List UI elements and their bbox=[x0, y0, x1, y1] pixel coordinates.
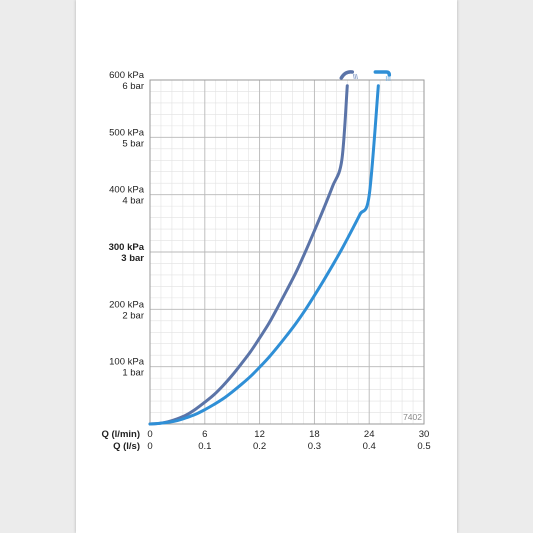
x-tick-label-lmin: 24 bbox=[364, 429, 375, 440]
water-spray bbox=[356, 73, 358, 80]
x-tick-label-ls: 0.5 bbox=[417, 441, 430, 452]
y-tick-label-bar: 2 bar bbox=[122, 310, 144, 321]
x-tick-label-lmin: 0 bbox=[147, 429, 152, 440]
y-tick-label-bar: 1 bar bbox=[122, 368, 144, 379]
water-spray bbox=[354, 73, 357, 80]
x-axis-label-lmin: Q (l/min) bbox=[101, 429, 140, 440]
x-tick-label-ls: 0.4 bbox=[363, 441, 376, 452]
x-tick-label-lmin: 18 bbox=[309, 429, 320, 440]
x-tick-label-ls: 0 bbox=[147, 441, 152, 452]
y-tick-label-bar: 3 bar bbox=[121, 253, 144, 264]
water-spray bbox=[352, 73, 355, 80]
major-grid bbox=[150, 80, 424, 424]
x-tick-label-ls: 0.1 bbox=[198, 441, 211, 452]
y-tick-label-kpa: 500 kPa bbox=[109, 127, 145, 138]
x-tick-label-ls: 0.3 bbox=[308, 441, 321, 452]
chart-sheet: 600 kPa 6 bar 500 kPa 5 bar 400 kPa 4 bar 300 … bbox=[76, 0, 457, 533]
y-tick-label-kpa: 400 kPa bbox=[109, 185, 145, 196]
x-axis-label-ls: Q (l/s) bbox=[113, 441, 140, 452]
product-code: 7402 bbox=[403, 412, 422, 422]
series-line-1 bbox=[148, 84, 349, 426]
plot-frame bbox=[149, 79, 425, 425]
single-hand-shower-icon bbox=[339, 70, 358, 80]
y-tick-label-kpa: 100 kPa bbox=[109, 357, 145, 368]
triple-spray-shower-icon bbox=[373, 70, 392, 81]
x-tick-label-lmin: 6 bbox=[202, 429, 207, 440]
y-tick-label-bar: 4 bar bbox=[122, 196, 144, 207]
y-tick-label-kpa: 600 kPa bbox=[109, 70, 145, 81]
shower-head-shape bbox=[339, 70, 355, 80]
y-tick-label-kpa: 200 kPa bbox=[109, 299, 145, 310]
y-tick-label-kpa: 300 kPa bbox=[109, 242, 145, 253]
y-tick-label-bar: 5 bar bbox=[122, 138, 144, 149]
x-tick-label-lmin: 12 bbox=[254, 429, 265, 440]
y-tick-label-bar: 6 bar bbox=[122, 81, 144, 92]
x-tick-label-ls: 0.2 bbox=[253, 441, 266, 452]
x-tick-label-lmin: 30 bbox=[419, 429, 430, 440]
series-line-2 bbox=[148, 84, 380, 426]
shower-head-shape bbox=[373, 70, 392, 77]
